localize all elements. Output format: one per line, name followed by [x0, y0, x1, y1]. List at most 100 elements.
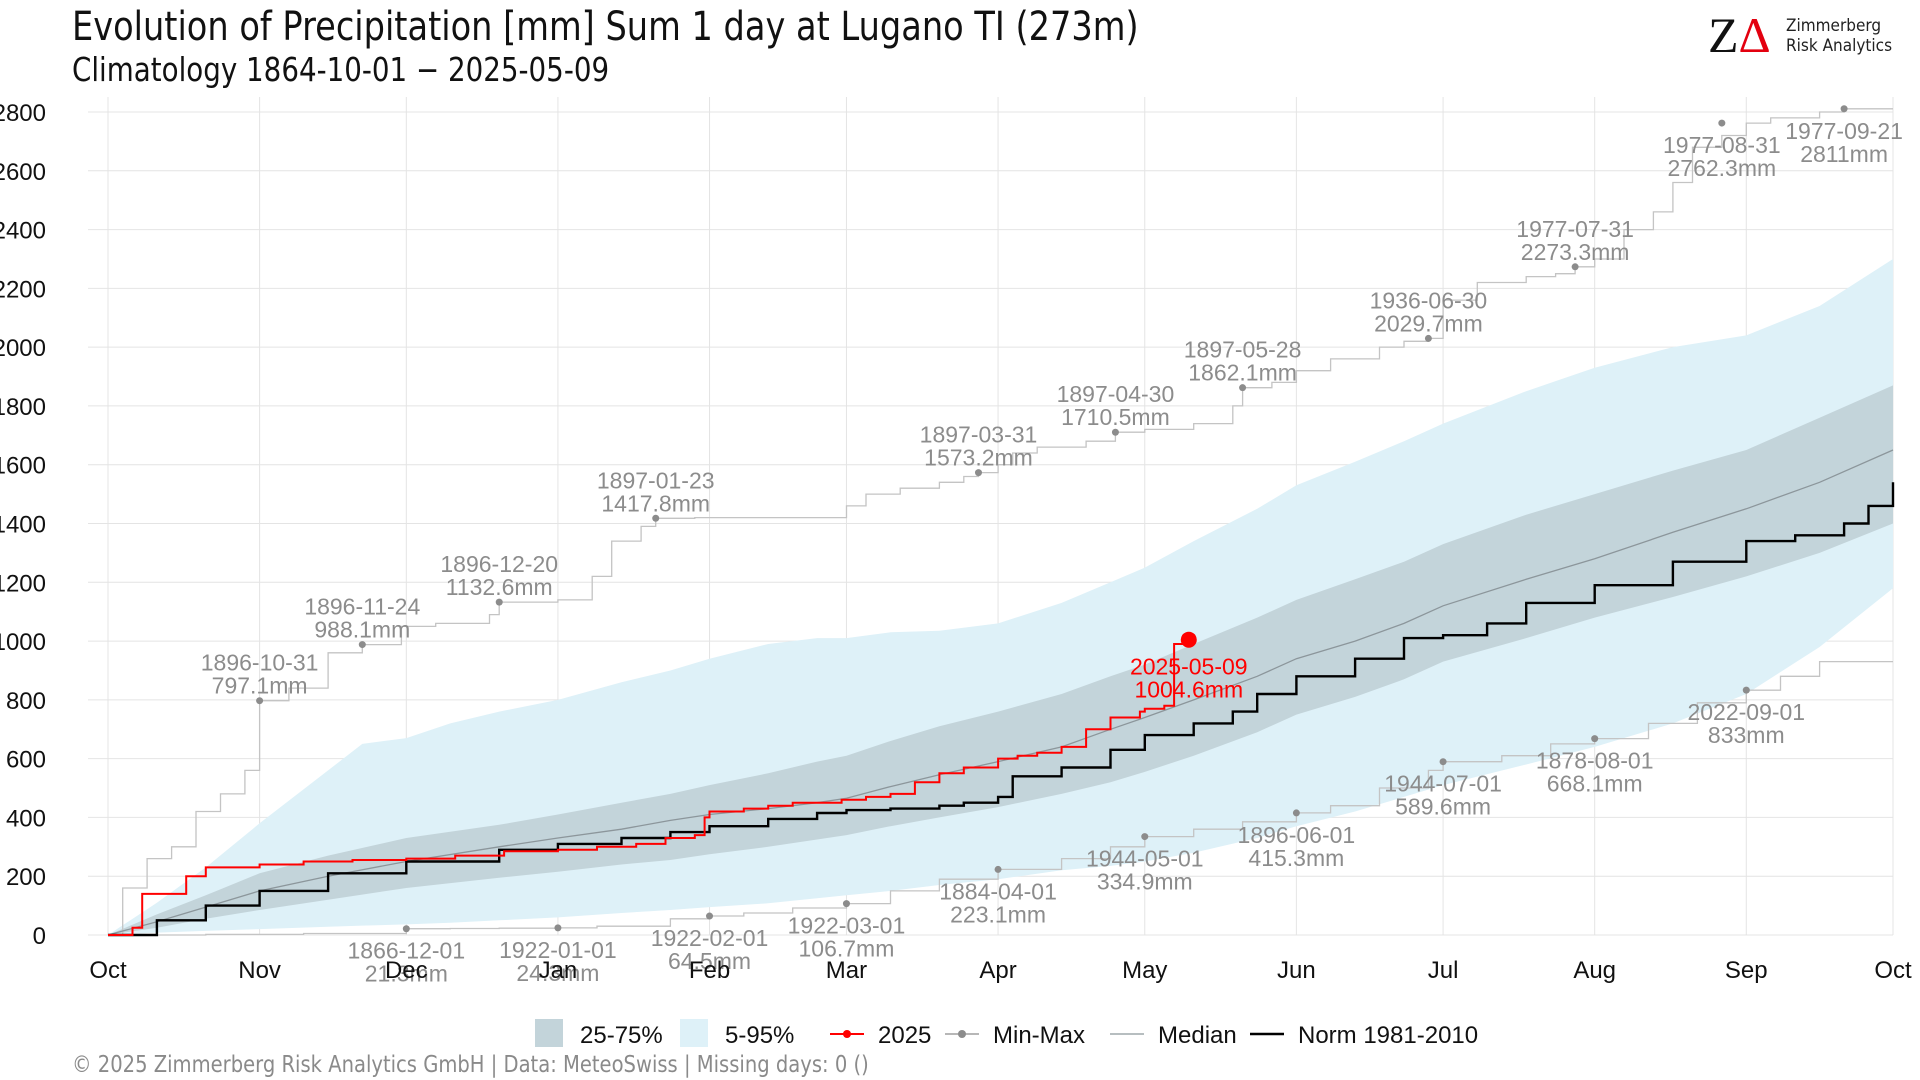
max-extreme-date-label: 1896-10-31	[201, 650, 319, 676]
y-tick-label: 400	[6, 805, 46, 832]
max-extreme-date-label: 1977-09-21	[1785, 118, 1903, 144]
max-extreme-point	[1111, 428, 1119, 436]
legend-item-band_5_95: 5-95%	[680, 1019, 794, 1049]
legend-item-band_25_75: 25-75%	[535, 1019, 663, 1049]
min-extreme-value-label: 668.1mm	[1547, 771, 1643, 797]
current-year-series-line	[108, 639, 1190, 936]
y-tick-label: 1600	[0, 453, 46, 480]
max-extreme-value-label: 1132.6mm	[446, 574, 553, 600]
min-extreme-date-label: 1944-05-01	[1086, 846, 1204, 872]
x-tick-label: Nov	[238, 957, 281, 984]
max-extreme-point	[1239, 384, 1247, 392]
min-extreme-value-label: 415.3mm	[1248, 845, 1344, 871]
max-extreme-value-label: 1417.8mm	[601, 490, 710, 516]
min-extreme-point	[1439, 758, 1447, 766]
y-tick-label: 600	[6, 747, 46, 774]
max-extreme-value-label: 1573.2mm	[924, 445, 1033, 471]
company-logo: ZΔ Zimmerberg Risk Analytics	[1708, 10, 1908, 60]
legend-swatch	[680, 1019, 708, 1047]
y-tick-label: 800	[6, 688, 46, 715]
logo-text-line1: Zimmerberg	[1786, 16, 1882, 36]
chart-title: Evolution of Precipitation [mm] Sum 1 da…	[72, 4, 1139, 50]
max-extreme-point	[1424, 334, 1432, 342]
max-extreme-date-label: 1936-06-30	[1370, 287, 1488, 313]
min-extreme-date-label: 1944-07-01	[1384, 771, 1502, 797]
copyright-footer: © 2025 Zimmerberg Risk Analytics GmbH | …	[72, 1052, 869, 1078]
max-extreme-point	[652, 514, 660, 522]
min-extreme-point	[994, 865, 1002, 873]
logo-mark-z: Z	[1708, 7, 1739, 63]
max-extreme-date-label: 1896-12-20	[440, 551, 558, 577]
min-extreme-date-label: 1922-01-01	[499, 937, 617, 963]
legend-label: 2025	[878, 1022, 931, 1049]
max-extreme-date-label: 1897-03-31	[920, 422, 1038, 448]
legend-label: Norm 1981-2010	[1298, 1022, 1478, 1049]
current-value-point	[1180, 631, 1197, 648]
min-extreme-date-label: 2022-09-01	[1687, 699, 1805, 725]
max-extreme-point	[1718, 119, 1726, 127]
min-extreme-date-label: 1922-02-01	[651, 925, 769, 951]
y-tick-label: 200	[6, 864, 46, 891]
logo-mark-delta: Δ	[1738, 7, 1771, 63]
y-tick-label: 2800	[0, 100, 46, 127]
legend-item-current: 2025	[830, 1022, 931, 1049]
min-extreme-value-label: 106.7mm	[799, 936, 895, 962]
y-tick-label: 2000	[0, 335, 46, 362]
legend-label: 5-95%	[725, 1022, 794, 1049]
legend-swatch-point	[958, 1030, 966, 1038]
min-extreme-value-label: 589.6mm	[1395, 794, 1491, 820]
max-extreme-point	[1840, 105, 1848, 113]
max-extreme-value-label: 2029.7mm	[1374, 310, 1483, 336]
axes: 0 200 400 600 800 1000 1200 1400 1600 1800 2000 220…	[0, 100, 1912, 984]
min-extreme-point	[1141, 833, 1149, 841]
min-extreme-value-label: 223.1mm	[950, 901, 1046, 927]
y-tick-label: 1800	[0, 394, 46, 421]
x-tick-label: Jul	[1428, 957, 1459, 984]
x-tick-label: Feb	[689, 957, 730, 984]
max-extreme-date-label: 1977-07-31	[1516, 216, 1634, 242]
max-extreme-date-label: 1977-08-31	[1663, 132, 1781, 158]
max-extreme-value-label: 2811mm	[1800, 141, 1888, 167]
logo-mark: ZΔ	[1708, 10, 1771, 60]
chart-subtitle: Climatology 1864-10-01 − 2025-05-09	[72, 50, 610, 89]
x-tick-label: Oct	[1874, 957, 1912, 984]
min-extreme-value-label: 21.3mm	[365, 961, 448, 987]
x-tick-label: Sep	[1725, 957, 1768, 984]
max-extreme-date-label: 1897-05-28	[1184, 337, 1302, 363]
max-extreme-point	[974, 469, 982, 477]
max-extreme-point	[358, 641, 366, 649]
max-extreme-point	[1571, 263, 1579, 271]
max-extreme-date-label: 1897-01-23	[597, 467, 715, 493]
y-tick-label: 2600	[0, 159, 46, 186]
min-extreme-value-label: 334.9mm	[1097, 869, 1193, 895]
min-extreme-point	[402, 925, 410, 933]
legend-label: Median	[1158, 1022, 1237, 1049]
legend: 25-75% 5-95% 2025 Min-Max Median Norm 1981-20…	[535, 1019, 1478, 1049]
min-extreme-point	[1591, 735, 1599, 743]
max-extreme-value-label: 1710.5mm	[1061, 404, 1170, 430]
legend-label: 25-75%	[580, 1022, 663, 1049]
legend-label: Min-Max	[993, 1022, 1085, 1049]
x-tick-label: Jun	[1277, 957, 1316, 984]
y-tick-label: 1200	[0, 570, 46, 597]
x-tick-label: Aug	[1573, 957, 1616, 984]
min-extreme-point	[1742, 686, 1750, 694]
y-tick-label: 2400	[0, 218, 46, 245]
min-extreme-value-label: 24.3mm	[516, 960, 599, 986]
min-extreme-value-label: 833mm	[1708, 722, 1785, 748]
legend-swatch	[535, 1019, 563, 1047]
y-tick-label: 2200	[0, 276, 46, 303]
max-line	[108, 108, 1893, 936]
y-tick-label: 1400	[0, 512, 46, 539]
legend-item-minmax: Min-Max	[945, 1022, 1085, 1049]
min-extreme-date-label: 1922-03-01	[788, 913, 906, 939]
legend-item-norm: Norm 1981-2010	[1250, 1022, 1478, 1049]
y-tick-label: 0	[33, 923, 46, 950]
max-extreme-date-label: 1896-11-24	[304, 594, 420, 620]
current-value-label: 1004.6mm	[1134, 677, 1243, 703]
logo-text: Zimmerberg Risk Analytics	[1786, 16, 1892, 56]
min-extreme-point	[554, 924, 562, 932]
min-extreme-date-label: 1884-04-01	[939, 878, 1057, 904]
max-extreme-point	[495, 598, 503, 606]
